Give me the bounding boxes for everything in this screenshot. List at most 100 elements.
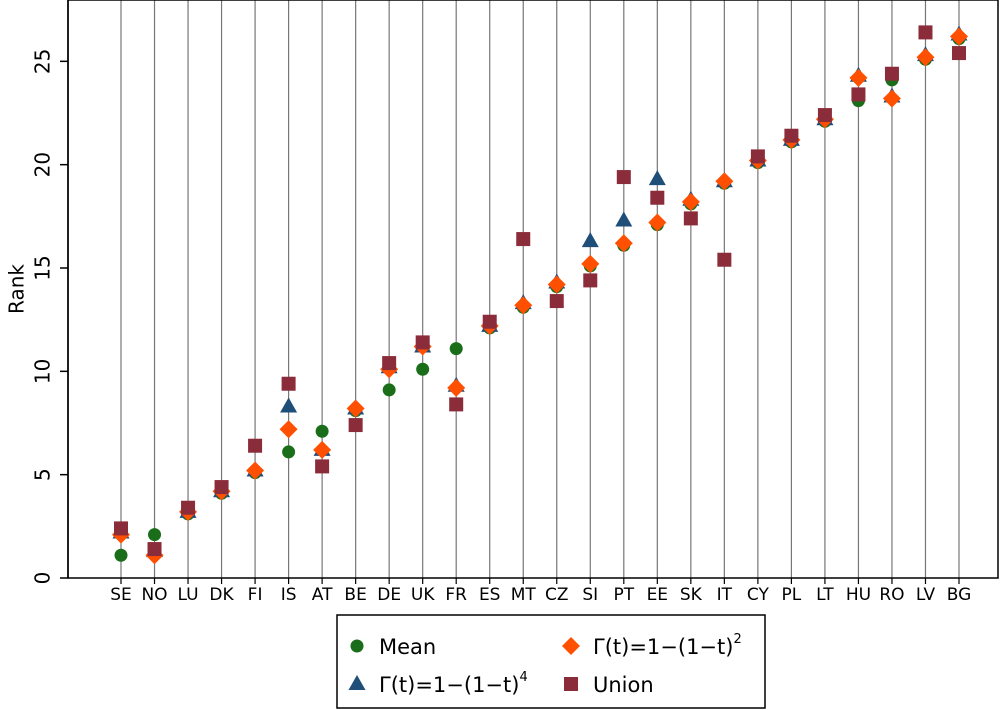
x-tick-label-ro: RO [879,585,904,605]
x-tick-label-it: IT [717,585,733,605]
square-point-is [281,376,296,391]
x-tick-label-fi: FI [248,585,263,605]
square-point-pl [784,128,799,143]
diamond-point-lv [916,48,935,67]
square-point-hu [851,87,866,102]
series-square [114,25,966,557]
square-point-it [717,252,732,267]
square-point-no [147,542,162,557]
x-tick-label-sk: SK [680,585,703,605]
square-point-es [482,314,497,329]
diamond-point-at [313,440,332,459]
x-tick-label-uk: UK [411,585,435,605]
y-tick-label-5: 5 [31,468,55,481]
legend-marker-circle [350,639,364,653]
diamond-point-bg [950,27,968,46]
x-axis: SE NO LU DK FI IS AT BE DE UK FR ES MT CZ SI PT EE SK IT CY… [110,578,971,605]
square-point-sk [683,211,698,226]
legend-marker-square [564,677,578,691]
square-point-lt [817,108,832,123]
diamond-point-is [279,420,298,439]
x-tick-label-no: NO [141,585,167,605]
square-point-dk [214,480,229,495]
legend-marker-triangle [348,675,366,690]
circle-point-de [382,383,396,397]
x-tick-label-cy: CY [747,585,770,605]
y-tick-label-15: 15 [31,255,55,280]
square-point-lv [918,25,933,40]
triangle-point-ee [648,170,666,186]
x-tick-label-ee: EE [647,585,668,605]
x-tick-label-cz: CZ [545,585,569,605]
x-tick-label-is: IS [281,585,297,605]
triangle-point-is [280,397,298,413]
circle-point-fr [449,342,463,356]
square-point-uk [415,335,430,350]
y-tick-label-20: 20 [31,152,55,177]
square-point-be [348,418,363,433]
diamond-point-it [715,172,734,191]
diamond-point-fr [447,378,466,397]
legend-label-square: Union [593,673,654,697]
y-axis: 0 5 10 15 20 25 [31,0,69,584]
circle-point-no [148,528,162,542]
diamond-point-ee [648,213,667,232]
series-diamond [112,27,968,565]
x-tick-label-bg: BG [947,585,972,605]
square-point-pt [616,170,631,185]
legend-box [336,614,766,709]
square-point-at [315,459,330,474]
square-point-lu [181,500,196,515]
square-point-bg [952,46,966,61]
square-point-cz [549,294,564,309]
diamond-point-be [346,399,365,418]
x-tick-label-mt: MT [511,585,537,605]
circle-point-se [114,548,128,562]
y-tick-label-0: 0 [31,572,55,585]
x-tick-label-se: SE [110,585,132,605]
series-triangle [112,25,968,558]
legend-label-diamond: Γ(t)=1−(1−t)2 [593,632,742,659]
diamond-point-pt [614,234,633,253]
y-tick-label-10: 10 [31,359,55,384]
circle-point-is [282,445,296,459]
circle-point-uk [416,362,430,376]
square-point-fr [449,397,464,412]
diamond-point-hu [849,68,868,87]
diamond-point-cz [547,275,566,294]
square-point-mt [516,232,531,247]
triangle-point-pt [615,211,633,227]
diamond-point-fi [246,461,265,480]
grid-lines [120,0,960,578]
y-axis-title: Rank [5,264,29,314]
x-tick-label-pl: PL [782,585,802,605]
x-tick-label-hu: HU [846,585,871,605]
square-point-cy [750,149,765,164]
x-tick-label-fr: FR [445,585,467,605]
x-tick-label-de: DE [377,585,401,605]
y-tick-label-25: 25 [31,49,55,74]
diamond-point-si [581,254,600,273]
series-circle [114,32,966,562]
legend-label-triangle: Γ(t)=1−(1−t)4 [379,670,528,697]
diamond-point-mt [514,296,533,315]
legend-label-circle: Mean [379,635,436,659]
legend-marker-diamond [562,637,580,655]
legend: Mean Γ(t)=1−(1−t)2 Γ(t)=1−(1−t)4 Union [336,614,766,709]
x-tick-label-pt: PT [613,585,634,605]
square-point-si [583,273,598,288]
square-point-ro [884,66,899,81]
x-tick-label-lv: LV [916,585,936,605]
circle-point-at [315,424,329,438]
x-tick-label-dk: DK [209,585,234,605]
x-tick-label-es: ES [479,585,501,605]
square-point-ee [650,190,665,205]
x-tick-label-si: SI [582,585,598,605]
square-point-fi [248,438,263,453]
triangle-point-si [581,232,599,248]
data-marks [112,25,968,565]
square-point-de [382,356,397,371]
x-tick-label-be: BE [344,585,366,605]
diamond-point-sk [681,192,700,211]
